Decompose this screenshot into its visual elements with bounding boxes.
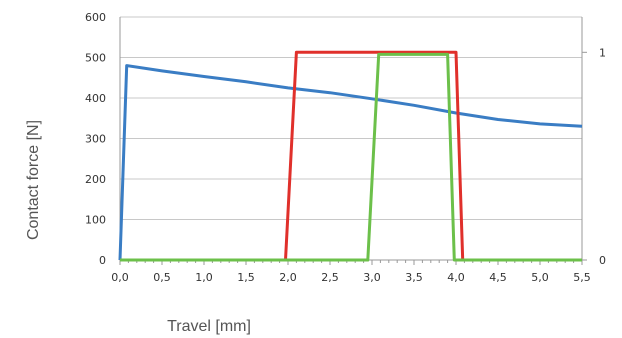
x-tick-label: 1,5 — [237, 271, 255, 284]
y-tick-label: 200 — [85, 173, 106, 186]
y-tick-label: 300 — [85, 133, 106, 146]
y-tick-label: 100 — [85, 214, 106, 227]
x-axis-title: Travel [mm] — [167, 318, 251, 335]
plot-axes — [119, 17, 587, 265]
y-tick-label: 0 — [99, 254, 106, 267]
x-tick-label: 4,5 — [489, 271, 507, 284]
tick-labels: 0 100 200 300 400 500 600 0 1 0,0 0,5 1,0 1,5 2,0 2,5 3… — [85, 11, 606, 284]
y2-tick-label: 0 — [599, 254, 606, 267]
y2-tick-label: 1 — [599, 46, 606, 59]
y-tick-label: 400 — [85, 92, 106, 105]
x-tick-label: 5,0 — [531, 271, 549, 284]
grid-lines — [120, 16, 582, 220]
x-tick-label: 2,5 — [321, 271, 339, 284]
x-tick-label: 1,0 — [195, 271, 213, 284]
series-line-0 — [118, 64, 583, 261]
x-tick-label: 3,5 — [405, 271, 423, 284]
x-tick-label: 2,0 — [279, 271, 297, 284]
x-tick-label: 0,5 — [153, 271, 171, 284]
data-series — [118, 50, 583, 262]
y-tick-label: 600 — [85, 11, 106, 24]
x-tick-label: 0,0 — [111, 271, 129, 284]
x-tick-label: 5,5 — [573, 271, 591, 284]
y-axis-title: Contact force [N] — [25, 120, 42, 240]
x-tick-label: 4,0 — [447, 271, 465, 284]
x-tick-label: 3,0 — [363, 271, 381, 284]
y-tick-label: 500 — [85, 52, 106, 65]
series-line-2 — [120, 52, 582, 262]
series-line-1 — [120, 50, 582, 262]
